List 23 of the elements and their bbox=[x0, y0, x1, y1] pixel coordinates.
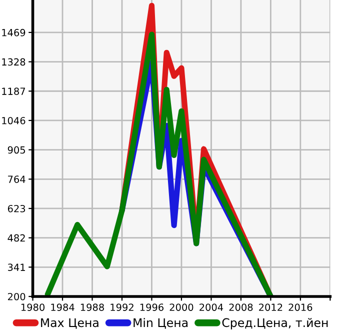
x-tick-label: 2016 bbox=[288, 304, 312, 311]
y-tick-label: 482 bbox=[8, 234, 25, 242]
x-tick-label: 1996 bbox=[140, 304, 164, 311]
y-tick-label: 623 bbox=[8, 204, 26, 212]
y-tick-label: 1469 bbox=[2, 28, 26, 36]
y-tick-label: 1187 bbox=[2, 88, 25, 95]
y-tick-label: 764 bbox=[8, 176, 26, 183]
x-tick-label: 1988 bbox=[80, 304, 104, 311]
legend-label: Max Цена bbox=[41, 318, 98, 329]
legend-label: Сред.Цена, т.йен bbox=[222, 318, 328, 330]
x-tick-label: 2004 bbox=[200, 304, 224, 311]
y-tick-label: 905 bbox=[8, 146, 25, 154]
x-tick-label: 1984 bbox=[51, 304, 74, 311]
y-tick-label: 341 bbox=[8, 264, 25, 271]
x-tick-label: 2012 bbox=[259, 304, 282, 311]
y-tick-label: 1046 bbox=[2, 116, 26, 124]
x-tick-label: 1980 bbox=[21, 304, 44, 311]
legend-label: Min Цена bbox=[134, 318, 188, 329]
x-tick-label: 1992 bbox=[110, 304, 134, 311]
y-tick-label: 200 bbox=[8, 292, 26, 300]
x-tick-label: 2008 bbox=[229, 304, 253, 311]
x-tick-label: 2000 bbox=[170, 304, 194, 311]
y-tick-label: 1328 bbox=[2, 58, 26, 66]
